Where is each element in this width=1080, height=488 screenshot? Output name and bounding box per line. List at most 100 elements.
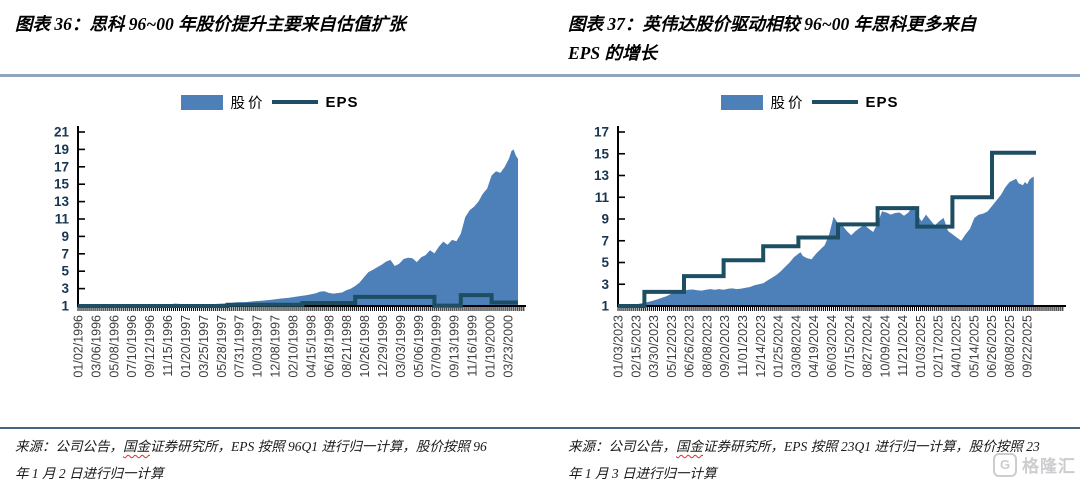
eps-legend-label: EPS — [325, 93, 359, 111]
x-tick-label: 07/31/1997 — [233, 315, 247, 378]
x-tick-label: 05/14/2025 — [967, 315, 981, 378]
x-tick-label: 03/03/1999 — [394, 315, 408, 378]
y-tick-label: 19 — [54, 142, 69, 157]
price-legend-label: 股价 — [770, 95, 806, 112]
x-tick-label: 04/15/1998 — [304, 315, 318, 378]
x-tick-label: 11/15/1996 — [161, 315, 175, 377]
x-tick-label: 03/08/2024 — [789, 315, 803, 378]
x-tick-label: 01/02/1996 — [72, 315, 86, 378]
x-tick-label: 07/09/1999 — [430, 315, 444, 378]
y-tick-label: 7 — [61, 246, 69, 261]
x-tick-label: 07/15/2024 — [843, 315, 857, 378]
y-tick-label: 7 — [601, 233, 609, 248]
x-tick-label: 02/17/2025 — [932, 315, 946, 378]
chart-title-right: 图表 37：英伟达股价驱动相较 96~00 年思科更多来自 EPS 的增长 — [568, 10, 1063, 68]
x-tick-label: 05/08/1996 — [107, 315, 121, 378]
y-tick-label: 1 — [61, 299, 69, 314]
x-tick-label: 01/25/2024 — [772, 315, 786, 378]
source-note-left: 来源：公司公告，国金证券研究所，EPS 按照 96Q1 进行归一计算，股价按照 … — [15, 433, 540, 487]
chart-title-right-line2: EPS 的增长 — [568, 43, 657, 63]
eps-legend-line — [812, 100, 859, 104]
price-legend-label: 股价 — [230, 95, 266, 112]
chart-title-left-line1: 图表 36：思科 96~00 年股价提升主要来自估值扩张 — [15, 14, 406, 34]
chart-panel-cisco: 股价 EPS 1 3 5 7 9 11 13 15 17 19 21 01/02/1996 03/06/… — [0, 84, 540, 424]
eps-legend-label: EPS — [865, 93, 899, 111]
x-tick-label: 11/01/2023 — [736, 315, 750, 377]
gelonghui-logo-icon: G — [993, 452, 1017, 477]
x-tick-label: 04/19/2024 — [807, 315, 821, 378]
y-tick-label: 15 — [594, 146, 610, 161]
y-tick-label: 15 — [54, 177, 70, 192]
x-tick-label: 09/22/2025 — [1021, 315, 1035, 378]
y-tick-label: 21 — [54, 125, 70, 140]
y-tick-label: 5 — [61, 264, 69, 279]
price-legend-swatch — [721, 94, 764, 110]
source-line1-rest: 证券研究所，EPS 按照 96Q1 进行归一计算，股价按照 96 — [150, 439, 487, 454]
chart-title-left: 图表 36：思科 96~00 年股价提升主要来自估值扩张 — [15, 10, 530, 39]
x-tick-label: 01/20/1997 — [179, 315, 193, 378]
y-tick-label: 11 — [55, 212, 70, 227]
source-line1: 来源：公司公告，国金证券研究所，EPS 按照 23Q1 进行归一计算，股价按照 … — [568, 433, 1080, 460]
y-tick-label: 3 — [601, 277, 609, 292]
x-tick-label: 03/25/1997 — [197, 315, 211, 378]
legend: 股价 EPS — [540, 90, 1080, 114]
x-tick-label: 08/27/2024 — [861, 315, 875, 378]
x-tick-label: 12/08/1997 — [269, 315, 283, 378]
x-tick-label: 03/06/1996 — [89, 315, 103, 378]
x-tick-label: 05/28/1997 — [215, 315, 229, 378]
price-legend-swatch — [181, 94, 224, 110]
x-tick-label: 05/06/1999 — [412, 315, 426, 378]
eps-step-line-series — [78, 293, 518, 308]
x-tick-label: 03/23/2000 — [501, 315, 515, 378]
x-tick-label: 03/30/2023 — [647, 315, 661, 378]
y-tick-label: 17 — [594, 125, 609, 140]
eps-step-line-series — [618, 150, 1036, 308]
gelonghui-watermark: G 格隆汇 — [993, 452, 1076, 477]
y-tick-label: 3 — [61, 281, 69, 296]
x-tick-label: 06/03/2024 — [825, 315, 839, 378]
x-tick-label: 12/29/1998 — [376, 315, 390, 378]
x-tick-label: 01/19/2000 — [484, 315, 498, 378]
x-tick-label: 01/03/2025 — [914, 315, 928, 378]
chart-panel-nvidia: 股价 EPS 1 3 5 7 9 11 13 15 17 01/03/2023 02/15/2023… — [540, 84, 1080, 424]
source-line2: 年 1 月 3 日进行归一计算 — [568, 466, 717, 481]
y-tick-label: 13 — [54, 194, 70, 209]
y-tick-label: 5 — [601, 255, 609, 270]
top-divider-rule — [0, 74, 1080, 77]
y-tick-label: 9 — [601, 212, 609, 227]
x-tick-label: 09/12/1996 — [143, 315, 157, 378]
source-flagged-word: 国金 — [676, 439, 703, 454]
x-tick-label: 08/08/2023 — [701, 315, 715, 378]
x-tick-label: 02/10/1998 — [286, 315, 300, 378]
x-tick-label: 01/03/2023 — [612, 315, 626, 378]
x-tick-label: 09/13/1999 — [448, 315, 462, 378]
x-tick-label: 08/21/1998 — [340, 315, 354, 378]
x-tick-label: 10/09/2024 — [878, 315, 892, 378]
source-line2: 年 1 月 2 日进行归一计算 — [15, 466, 164, 481]
x-tick-label: 12/14/2023 — [754, 315, 768, 378]
x-tick-label: 05/12/2023 — [665, 315, 679, 378]
price-area-series — [78, 149, 518, 306]
source-note-right: 来源：公司公告，国金证券研究所，EPS 按照 23Q1 进行归一计算，股价按照 … — [568, 433, 1080, 487]
x-tick-label: 02/15/2023 — [629, 315, 643, 378]
x-tick-label: 11/21/2024 — [896, 315, 910, 377]
y-tick-label: 17 — [54, 159, 69, 174]
source-line1-rest: 证券研究所，EPS 按照 23Q1 进行归一计算，股价按照 23 — [703, 439, 1040, 454]
y-tick-label: 1 — [601, 299, 609, 314]
y-tick-label: 13 — [594, 168, 610, 183]
source-flagged-word: 国金 — [123, 439, 150, 454]
y-tick-label: 9 — [61, 229, 69, 244]
eps-legend-line — [272, 100, 319, 104]
chart-title-right-line1: 图表 37：英伟达股价驱动相较 96~00 年思科更多来自 — [568, 14, 977, 34]
legend: 股价 EPS — [0, 90, 540, 114]
gelonghui-watermark-text: 格隆汇 — [1022, 457, 1076, 476]
x-tick-label: 10/26/1998 — [358, 315, 372, 378]
x-tick-label: 06/26/2023 — [683, 315, 697, 378]
x-tick-label: 06/18/1998 — [322, 315, 336, 378]
x-tick-label: 07/10/1996 — [125, 315, 139, 378]
source-prefix: 来源：公司公告， — [568, 439, 676, 454]
x-tick-label: 09/20/2023 — [718, 315, 732, 378]
